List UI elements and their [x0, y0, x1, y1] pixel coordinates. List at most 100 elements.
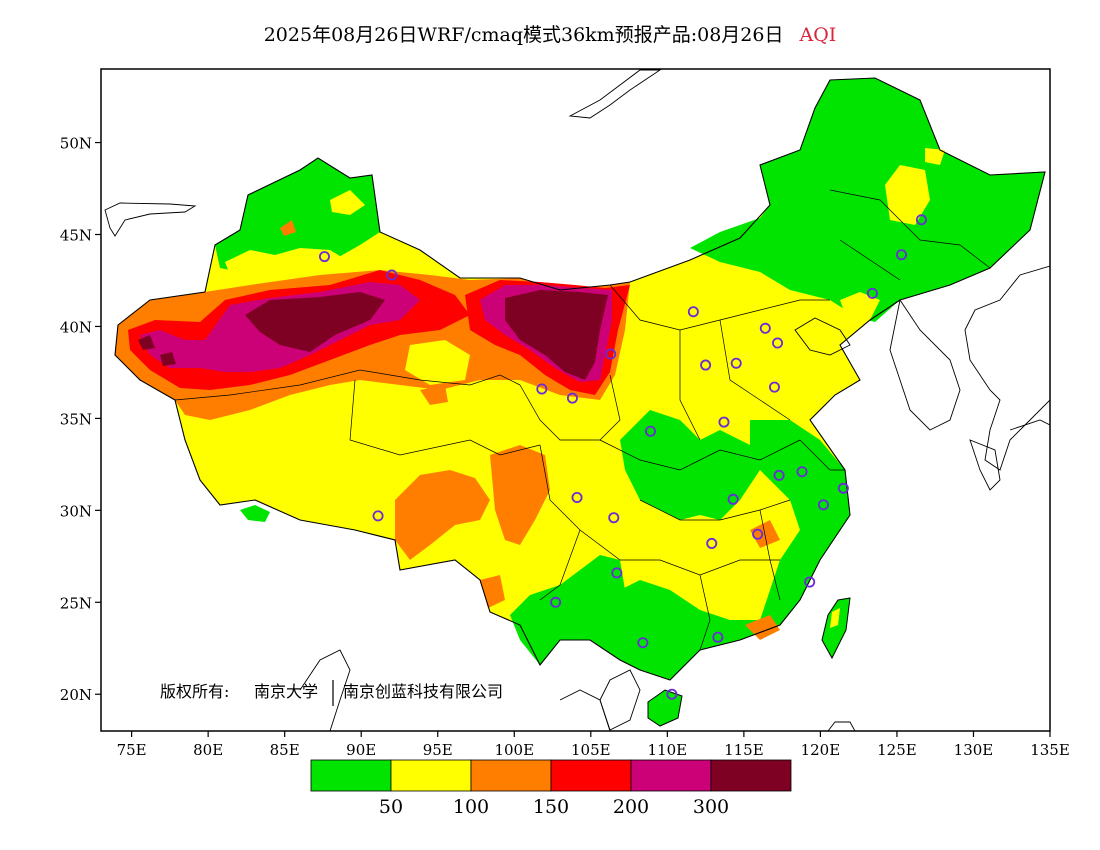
station-marker [611, 567, 623, 579]
station-marker [796, 466, 808, 478]
lon-tick-label: 130E [954, 741, 994, 759]
aqi-region-good-tibet [240, 505, 270, 522]
station-marker [372, 510, 384, 522]
lat-tick-label: 45N [60, 227, 92, 245]
neighbour-outlines [104, 69, 1050, 731]
station-marker [645, 425, 657, 437]
lat-tick-label: 20N [60, 686, 92, 704]
map-frame [100, 68, 1051, 732]
aqi-region-good-southwest [510, 555, 645, 665]
station-marker [768, 381, 780, 393]
station-marker [804, 576, 816, 588]
legend-swatch-good [310, 759, 392, 792]
aqi-region-hazardous-tarim [245, 292, 385, 352]
station-marker [700, 359, 712, 371]
station-marker [605, 348, 617, 360]
legend-swatch-moderate [390, 759, 472, 792]
china-boundary [114, 77, 1046, 681]
aqi-region-usg-qinghai [490, 445, 550, 545]
aqi-region-usg-tibet [395, 470, 490, 560]
longitude-axis: 75E 80E 85E 90E 95E 100E 105E 110E 115E 120E 125E 1… [117, 731, 1070, 759]
station-marker [817, 499, 829, 511]
aqi-patch-taiwan [830, 608, 840, 628]
legend-label: 300 [693, 796, 729, 818]
station-marker [772, 337, 784, 349]
title-main: 2025年08月26日WRF/cmaq模式36km预报产品:08月26日 [263, 24, 784, 46]
aqi-patch-south-1 [745, 615, 780, 640]
province-boundaries [174, 189, 991, 651]
aqi-region-good-south [600, 580, 780, 680]
station-marker [727, 493, 739, 505]
aqi-patch-qaidam [405, 340, 470, 385]
copyright-org-chuanglan: 南京创蓝科技有限公司 [343, 682, 503, 701]
station-marker [386, 269, 398, 281]
aqi-patch-nw-3 [330, 190, 365, 215]
aqi-region-good-northwest [215, 158, 380, 275]
legend-label: 150 [533, 796, 569, 818]
lon-tick-label: 110E [648, 741, 688, 759]
lon-tick-label: 90E [346, 741, 376, 759]
lon-tick-label: 105E [571, 741, 611, 759]
copyright-org-nju: 南京大学 [254, 682, 318, 701]
map-area [101, 69, 1050, 731]
map-title: 2025年08月26日WRF/cmaq模式36km预报产品:08月26日 AQI [0, 20, 1100, 47]
station-marker [712, 631, 724, 643]
lat-tick-label: 35N [60, 410, 92, 428]
lon-tick-label: 85E [270, 741, 300, 759]
station-marker [566, 392, 578, 404]
aqi-region-good-east [750, 420, 850, 625]
aqi-region-hazardous-kashgar [160, 352, 176, 366]
lat-tick-label: 25N [60, 594, 92, 612]
aqi-patch-ne-3 [925, 148, 945, 165]
lon-tick-label: 75E [117, 741, 147, 759]
aqi-region-hazardous-west [138, 335, 155, 350]
station-marker [608, 512, 620, 524]
station-marker [318, 251, 330, 263]
lon-tick-label: 100E [494, 741, 534, 759]
aqi-region-usg-hotan [420, 385, 448, 405]
legend-swatch-unhealthy-sensitive [470, 759, 552, 792]
station-marker [718, 416, 730, 428]
station-marker [730, 357, 742, 369]
lat-tick-label: 30N [60, 502, 92, 520]
lat-tick-label: 40N [60, 318, 92, 336]
aqi-region-good-northeast [690, 78, 1045, 322]
station-marker [773, 469, 785, 481]
lat-tick-label: 50N [60, 135, 92, 153]
aqi-region-hazardous-alxa [505, 290, 608, 380]
lon-tick-label: 120E [801, 741, 841, 759]
legend-label: 100 [453, 796, 489, 818]
station-marker [687, 306, 699, 318]
lon-tick-label: 80E [193, 741, 223, 759]
aqi-patch-ne-2 [840, 292, 880, 328]
monitoring-stations [318, 214, 927, 700]
legend-swatch-very-unhealthy [630, 759, 712, 792]
legend-label: 200 [613, 796, 649, 818]
station-marker [866, 287, 878, 299]
lon-tick-label: 95E [423, 741, 453, 759]
lon-tick-label: 115E [724, 741, 764, 759]
station-marker [666, 688, 678, 700]
latitude-axis: 50N 45N 40N 35N 30N 25N 20N [60, 135, 101, 704]
station-marker [550, 596, 562, 608]
station-marker [759, 322, 771, 334]
aqi-patch-nw-1 [225, 248, 350, 280]
lon-tick-label: 125E [877, 741, 917, 759]
copyright-label: 版权所有: [160, 682, 229, 701]
legend-swatch-unhealthy [550, 759, 632, 792]
station-marker [837, 482, 849, 494]
station-marker [915, 214, 927, 226]
lon-tick-label: 135E [1030, 741, 1070, 759]
aqi-legend: 50 100 150 200 300 [310, 759, 792, 818]
station-marker [896, 249, 908, 261]
station-marker [637, 637, 649, 649]
aqi-patch-ne-1 [885, 165, 930, 225]
station-marker [706, 537, 718, 549]
station-marker [752, 528, 764, 540]
station-marker [536, 383, 548, 395]
title-variable: AQI [799, 24, 837, 46]
legend-label: 50 [379, 796, 403, 818]
aqi-island-taiwan [821, 597, 851, 660]
aqi-patch-nw-2 [280, 220, 296, 236]
